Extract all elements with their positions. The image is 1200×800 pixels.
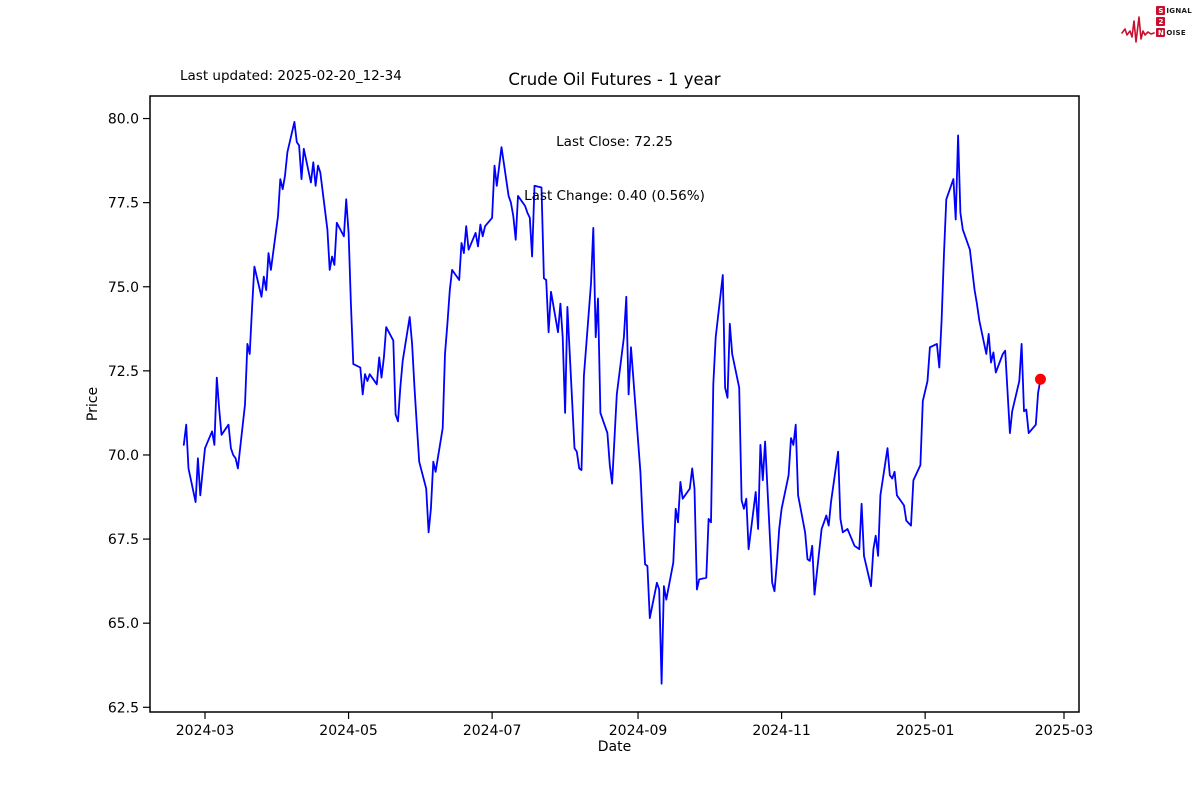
logo-text-ignal: IGNAL bbox=[1166, 6, 1192, 15]
y-tick-label: 67.5 bbox=[108, 532, 139, 548]
y-tick-label: 75.0 bbox=[108, 280, 139, 296]
last-close-text: Last Close: 72.25 bbox=[556, 134, 673, 150]
last-updated-text: Last updated: 2025-02-20_12-34 bbox=[180, 68, 402, 84]
y-axis-label: Price bbox=[85, 387, 101, 421]
logo-letter-2: 2 bbox=[1156, 17, 1166, 26]
x-tick-label: 2024-03 bbox=[176, 723, 235, 739]
x-tick-label: 2024-05 bbox=[319, 723, 378, 739]
chart-title: Crude Oil Futures - 1 year bbox=[508, 70, 721, 89]
y-tick-label: 80.0 bbox=[108, 112, 139, 128]
y-tick-label: 65.0 bbox=[108, 616, 139, 632]
plot-border bbox=[149, 95, 1080, 713]
signal2noise-logo: S IGNAL 2 N OISE bbox=[1121, 6, 1192, 48]
y-tick-label: 62.5 bbox=[108, 700, 139, 716]
logo-letter-n: N bbox=[1156, 28, 1166, 37]
y-tick-label: 72.5 bbox=[108, 364, 139, 380]
x-tick-label: 2025-03 bbox=[1035, 723, 1094, 739]
logo-letter-s: S bbox=[1156, 6, 1166, 15]
last-change-text: Last Change: 0.40 (0.56%) bbox=[524, 188, 705, 204]
waveform-icon bbox=[1121, 16, 1156, 43]
x-tick-label: 2024-07 bbox=[463, 723, 522, 739]
last-values-annotation: Last Close: 72.25 Last Change: 0.40 (0.5… bbox=[150, 97, 1079, 241]
y-tick-label: 77.5 bbox=[108, 196, 139, 212]
logo-text-oise: OISE bbox=[1166, 28, 1186, 37]
x-tick-label: 2024-11 bbox=[752, 723, 811, 739]
logo-wordmark: S IGNAL 2 N OISE bbox=[1156, 6, 1192, 37]
x-axis-label: Date bbox=[598, 739, 631, 755]
x-tick-label: 2025-01 bbox=[896, 723, 955, 739]
last-price-dot bbox=[1034, 373, 1046, 385]
price-line bbox=[182, 121, 1042, 685]
y-tick-label: 70.0 bbox=[108, 448, 139, 464]
x-tick-label: 2024-09 bbox=[609, 723, 668, 739]
